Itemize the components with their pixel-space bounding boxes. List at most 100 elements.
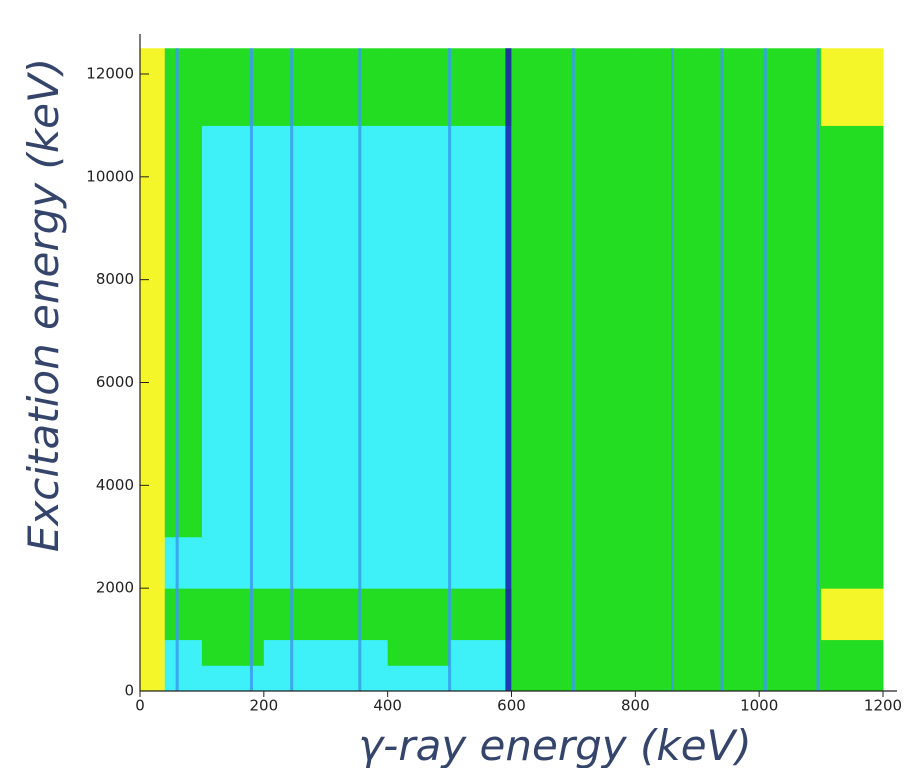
heatmap-cell [759,588,822,641]
heatmap-cell [201,562,265,589]
heatmap-cell [821,459,884,538]
heatmap-cell [164,125,203,178]
heatmap-cell [821,48,884,126]
heatmap-cell [635,639,698,666]
heatmap-cell [325,639,389,666]
heatmap-cell [449,382,512,461]
heatmap-cell [201,48,265,126]
heatmap-cell [387,125,451,178]
heatmap-cell [263,639,327,666]
heatmap-cell [573,125,636,178]
heatmap-cell [635,588,698,641]
heatmap-cell [387,48,451,126]
heatmap-cell [697,588,760,641]
heatmap-cell [697,459,760,538]
heatmap-cell [449,279,512,383]
heatmap-cell [201,279,265,383]
heatmap-cell [821,125,884,178]
x-tick-label: 0 [135,697,145,715]
heatmap-cell [573,639,636,666]
heatmap-cell [201,176,265,281]
y-tick-label: 2000 [96,579,134,597]
heatmap-cell [263,562,327,589]
heatmap-cell [263,459,327,538]
heatmap-cell [635,279,698,383]
heatmap-cell [201,125,265,178]
heatmap-cell [511,382,574,461]
heatmap-cell [511,536,574,563]
heatmap-cell [263,125,327,178]
heatmap-cell [164,382,203,461]
heatmap-cell [573,176,636,281]
heatmap-cell [573,665,636,692]
heatmap-cell [511,562,574,589]
heatmap-cell [511,588,574,641]
heatmap-cell [511,176,574,281]
heatmap-cell [164,562,203,589]
y-axis-title: Excitation energy (keV) [19,58,68,552]
heatmap-cell [511,48,574,126]
y-tick-label: 10000 [86,167,134,185]
heatmap-cell [759,639,822,666]
heatmap-cell [635,665,698,692]
heatmap-cell [164,639,203,666]
heatmap-cell [511,279,574,383]
heatmap-cell [697,639,760,666]
heatmap-cell [325,125,389,178]
heatmap-cell [449,459,512,538]
heatmap-cell [387,588,451,641]
heatmap-cell [697,382,760,461]
heatmap-cell [449,125,512,178]
heatmap-cell [201,639,265,666]
heatmap-cell [140,536,166,563]
heatmap-cell [387,459,451,538]
y-tick-label: 12000 [86,64,134,82]
heatmap-cell [759,459,822,538]
x-tick-label: 1200 [864,697,902,715]
heatmap-cell [573,536,636,563]
heatmap-cell [201,665,265,692]
heatmap-cell [387,665,451,692]
heatmap-cell [511,665,574,692]
y-tick-label: 0 [124,682,134,700]
heatmap-cell [511,639,574,666]
heatmap-cell [511,125,574,178]
heatmap-cell [263,176,327,281]
y-tick-label: 6000 [96,373,134,391]
heatmap-cell [573,382,636,461]
heatmap-cell [759,382,822,461]
heatmap-cell [325,176,389,281]
heatmap-cell [387,639,451,666]
heatmap-cell [263,279,327,383]
heatmap-cell [821,279,884,383]
heatmap-cell [697,279,760,383]
heatmap-cell [759,536,822,563]
heatmap-cell [387,536,451,563]
heatmap-cell [263,588,327,641]
heatmap-cell [201,382,265,461]
heatmap-cell [821,176,884,281]
heatmap-cell [387,562,451,589]
heatmap-cell [140,459,166,538]
x-tick-label: 200 [250,697,279,715]
heatmap-cell [325,562,389,589]
heatmap-cell [263,536,327,563]
heatmap-cell [449,536,512,563]
heatmap-cell [387,279,451,383]
heatmap-cell [635,176,698,281]
heatmap-cell [140,639,166,666]
heatmap-cell [263,665,327,692]
heatmap-cell [449,176,512,281]
heatmap-cell [140,125,166,178]
heatmap-cell [697,665,760,692]
heatmap-cell [759,176,822,281]
heatmap-cell [573,459,636,538]
heatmap-cell [449,562,512,589]
heatmap-cell [573,588,636,641]
heatmap-cell [140,176,166,281]
heatmap-cell [325,459,389,538]
heatmap-cell [325,48,389,126]
x-tick-label: 1000 [740,697,778,715]
heatmap-cell [201,588,265,641]
heatmap-cell [140,382,166,461]
